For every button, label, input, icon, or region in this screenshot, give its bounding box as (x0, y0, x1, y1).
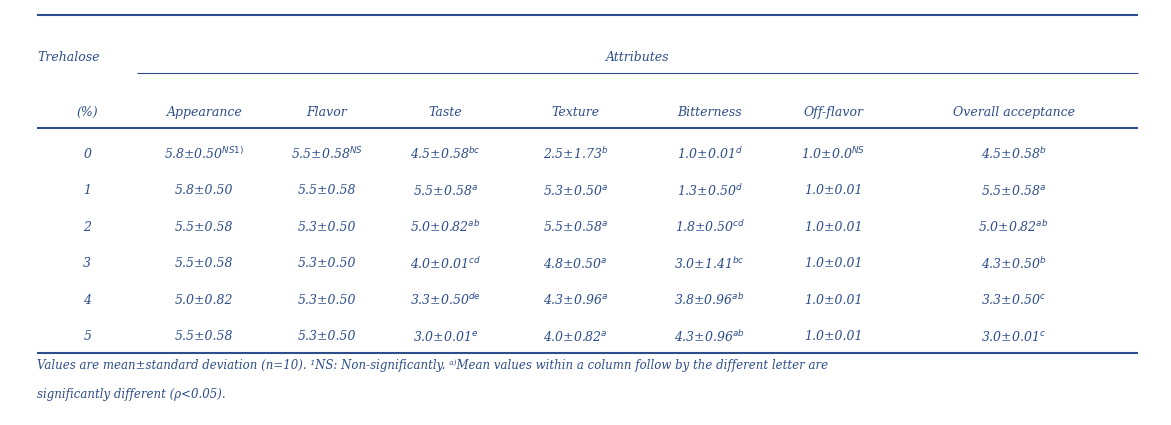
Text: 5.5±0.58$^{a}$: 5.5±0.58$^{a}$ (413, 184, 478, 198)
Text: 3: 3 (83, 257, 91, 270)
Text: Texture: Texture (552, 106, 600, 119)
Text: 3.0±1.41$^{bc}$: 3.0±1.41$^{bc}$ (674, 256, 745, 272)
Text: 5.0±0.82$^{ab}$: 5.0±0.82$^{ab}$ (978, 219, 1049, 235)
Text: 1.0±0.01: 1.0±0.01 (804, 330, 862, 343)
Text: 5.8±0.50: 5.8±0.50 (176, 184, 233, 197)
Text: 5.5±0.58$^{a}$: 5.5±0.58$^{a}$ (981, 184, 1046, 198)
Text: 1.0±0.01: 1.0±0.01 (804, 184, 862, 197)
Text: 1.0±0.01: 1.0±0.01 (804, 257, 862, 270)
Text: 5.5±0.58: 5.5±0.58 (297, 184, 356, 197)
Text: 4.5±0.58$^{b}$: 4.5±0.58$^{b}$ (981, 146, 1046, 162)
Text: (%): (%) (76, 106, 98, 119)
Text: 5.5±0.58: 5.5±0.58 (176, 221, 233, 233)
Text: 1.0±0.0$^{NS}$: 1.0±0.0$^{NS}$ (801, 146, 865, 162)
Text: Appearance: Appearance (166, 106, 242, 119)
Text: 5.3±0.50$^{a}$: 5.3±0.50$^{a}$ (543, 184, 608, 198)
Text: significantly different (ρ<0.05).: significantly different (ρ<0.05). (37, 388, 226, 401)
Text: 3.3±0.50$^{de}$: 3.3±0.50$^{de}$ (410, 292, 481, 308)
Text: 5.8±0.50$^{NS1)}$: 5.8±0.50$^{NS1)}$ (164, 146, 245, 162)
Text: Bitterness: Bitterness (677, 106, 742, 119)
Text: 4.3±0.96$^{ab}$: 4.3±0.96$^{ab}$ (674, 329, 745, 345)
Text: Off-flavor: Off-flavor (803, 106, 863, 119)
Text: 4.3±0.96$^{a}$: 4.3±0.96$^{a}$ (543, 293, 608, 307)
Text: 0: 0 (83, 147, 91, 161)
Text: 5.3±0.50: 5.3±0.50 (297, 294, 356, 307)
Text: 5.3±0.50: 5.3±0.50 (297, 257, 356, 270)
Text: Values are mean±standard deviation (n=10). ¹NS: Non-significantly. ᵃ⁾Mean values: Values are mean±standard deviation (n=10… (37, 359, 829, 372)
Text: 1.0±0.01$^{d}$: 1.0±0.01$^{d}$ (677, 146, 742, 162)
Text: 3.3±0.50$^{c}$: 3.3±0.50$^{c}$ (981, 293, 1046, 307)
Text: 4.5±0.58$^{bc}$: 4.5±0.58$^{bc}$ (410, 146, 481, 162)
Text: 5.0±0.82$^{ab}$: 5.0±0.82$^{ab}$ (410, 219, 481, 235)
Text: 4.3±0.50$^{b}$: 4.3±0.50$^{b}$ (981, 256, 1046, 272)
Text: 5.5±0.58$^{a}$: 5.5±0.58$^{a}$ (543, 220, 608, 234)
Text: Overall acceptance: Overall acceptance (952, 106, 1075, 119)
Text: Taste: Taste (429, 106, 463, 119)
Text: 5: 5 (83, 330, 91, 343)
Text: 2.5±1.73$^{b}$: 2.5±1.73$^{b}$ (543, 146, 608, 162)
Text: 4.0±0.82$^{a}$: 4.0±0.82$^{a}$ (543, 330, 608, 343)
Text: 5.3±0.50: 5.3±0.50 (297, 221, 356, 233)
Text: 1: 1 (83, 184, 91, 197)
Text: 1.0±0.01: 1.0±0.01 (804, 294, 862, 307)
Text: 1.3±0.50$^{d}$: 1.3±0.50$^{d}$ (677, 183, 742, 199)
Text: Attributes: Attributes (605, 51, 670, 65)
Text: 3.0±0.01$^{e}$: 3.0±0.01$^{e}$ (413, 330, 478, 343)
Text: 5.0±0.82: 5.0±0.82 (176, 294, 233, 307)
Text: 5.3±0.50: 5.3±0.50 (297, 330, 356, 343)
Text: 3.0±0.01$^{c}$: 3.0±0.01$^{c}$ (981, 330, 1046, 343)
Text: 4: 4 (83, 294, 91, 307)
Text: 1.8±0.50$^{cd}$: 1.8±0.50$^{cd}$ (674, 219, 745, 235)
Text: 2: 2 (83, 221, 91, 233)
Text: 5.5±0.58$^{NS}$: 5.5±0.58$^{NS}$ (290, 146, 363, 162)
Text: 1.0±0.01: 1.0±0.01 (804, 221, 862, 233)
Text: 5.5±0.58: 5.5±0.58 (176, 330, 233, 343)
Text: 4.0±0.01$^{cd}$: 4.0±0.01$^{cd}$ (410, 256, 481, 272)
Text: 5.5±0.58: 5.5±0.58 (176, 257, 233, 270)
Text: Trehalose: Trehalose (37, 51, 100, 65)
Text: 3.8±0.96$^{ab}$: 3.8±0.96$^{ab}$ (674, 292, 745, 308)
Text: Flavor: Flavor (307, 106, 347, 119)
Text: 4.8±0.50$^{a}$: 4.8±0.50$^{a}$ (543, 257, 608, 271)
